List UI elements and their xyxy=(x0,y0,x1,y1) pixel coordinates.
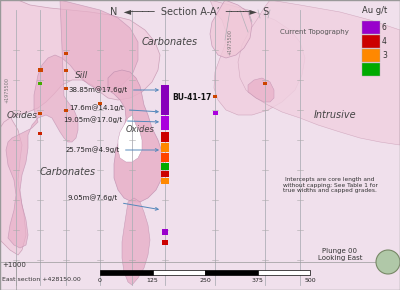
Bar xyxy=(100,270,152,275)
Polygon shape xyxy=(238,0,400,145)
Polygon shape xyxy=(108,70,164,202)
Bar xyxy=(161,143,169,152)
Text: Carbonates: Carbonates xyxy=(40,167,96,177)
Text: Carbonates: Carbonates xyxy=(142,37,198,47)
Bar xyxy=(38,132,42,135)
Text: 25.75m@4.9g/t: 25.75m@4.9g/t xyxy=(66,147,158,153)
Circle shape xyxy=(376,250,400,274)
Text: +1975500: +1975500 xyxy=(4,77,10,103)
Text: 4: 4 xyxy=(382,37,387,46)
Text: Current Topography: Current Topography xyxy=(280,29,349,35)
Bar xyxy=(362,63,380,76)
Text: 250: 250 xyxy=(199,278,211,283)
Bar xyxy=(161,153,169,162)
Text: 500: 500 xyxy=(304,278,316,283)
Bar xyxy=(64,87,68,90)
Bar xyxy=(64,52,68,55)
Text: Oxides: Oxides xyxy=(6,110,38,119)
Text: East section +428150.00: East section +428150.00 xyxy=(2,277,81,282)
Bar xyxy=(362,21,380,34)
Bar xyxy=(98,102,102,105)
Bar xyxy=(38,112,42,115)
Polygon shape xyxy=(118,115,142,162)
Bar xyxy=(213,111,218,115)
Bar xyxy=(263,82,267,85)
Polygon shape xyxy=(0,0,160,128)
Bar xyxy=(161,178,169,184)
Text: 19.05m@17.0g/t: 19.05m@17.0g/t xyxy=(63,117,158,123)
Text: +1975500: +1975500 xyxy=(228,29,232,55)
Text: 38.85m@17.6g/t: 38.85m@17.6g/t xyxy=(69,87,158,93)
Text: Intrusive: Intrusive xyxy=(314,110,356,120)
Text: BU-41-17: BU-41-17 xyxy=(172,93,211,102)
Bar xyxy=(162,229,168,235)
Bar xyxy=(161,163,169,170)
Text: 17.6m@14.1g/t: 17.6m@14.1g/t xyxy=(69,105,158,113)
Text: N  ◄────  Section A-A’  ────►  S: N ◄──── Section A-A’ ────► S xyxy=(110,7,270,17)
Bar xyxy=(161,85,169,115)
Text: Intercepts are core length and
without capping; See Table 1 for
true widths and : Intercepts are core length and without c… xyxy=(282,177,378,193)
Text: Au g/t: Au g/t xyxy=(362,6,388,15)
Bar xyxy=(64,69,68,72)
Text: 6: 6 xyxy=(382,23,387,32)
Text: 0: 0 xyxy=(98,278,102,283)
Bar xyxy=(362,49,380,62)
Bar xyxy=(258,270,310,275)
Bar xyxy=(162,240,168,245)
Text: +1000: +1000 xyxy=(2,262,26,268)
Text: 9.05m@7.6g/t: 9.05m@7.6g/t xyxy=(68,195,158,210)
Polygon shape xyxy=(210,0,252,58)
Polygon shape xyxy=(0,80,26,255)
Bar xyxy=(38,82,42,85)
Polygon shape xyxy=(248,78,274,102)
Bar xyxy=(64,109,68,112)
Bar xyxy=(161,132,169,142)
Text: 375: 375 xyxy=(252,278,264,283)
Polygon shape xyxy=(210,0,305,115)
Bar xyxy=(362,35,380,48)
Bar xyxy=(152,270,205,275)
Bar xyxy=(213,95,217,98)
Bar xyxy=(38,68,43,72)
Text: 3: 3 xyxy=(382,51,387,60)
Bar xyxy=(205,270,258,275)
Text: 125: 125 xyxy=(147,278,158,283)
Bar xyxy=(161,171,169,177)
Text: Sill: Sill xyxy=(75,70,89,79)
Text: Oxides: Oxides xyxy=(126,126,154,135)
Polygon shape xyxy=(122,198,150,285)
Bar xyxy=(161,116,169,130)
Polygon shape xyxy=(6,0,138,248)
Text: Plunge 00
Looking East: Plunge 00 Looking East xyxy=(318,248,362,261)
